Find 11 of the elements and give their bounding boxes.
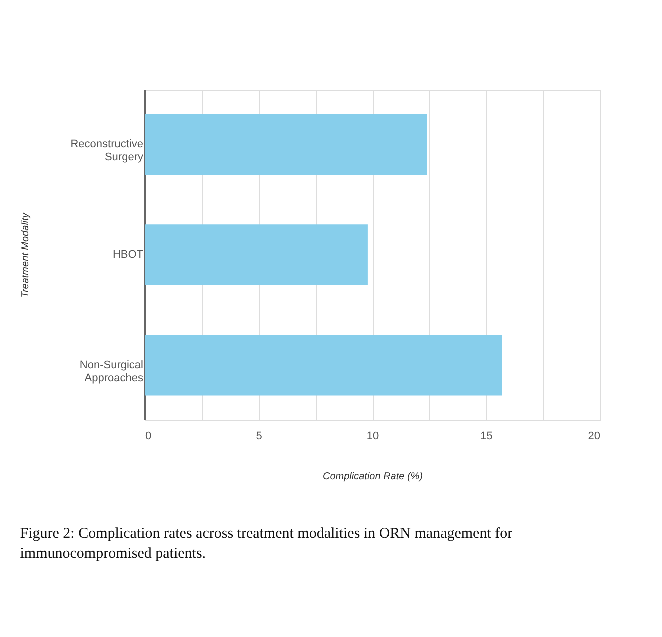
x-tick-label: 15 [480, 430, 493, 442]
x-axis-title: Complication Rate (%) [322, 472, 424, 482]
y-tick-label: Non-Surgical Approaches [80, 359, 144, 384]
x-tick-label: 10 [366, 430, 380, 442]
x-tick-label: 0 [146, 430, 152, 442]
x-tick-label: 20 [588, 430, 600, 442]
caption: Figure 2: Complication rates across treatment modalities in ORN management for immunocompromised patients. [20, 526, 513, 562]
y-axis-title: Treatment Modality [20, 212, 32, 298]
y-tick-label: Reconstructive Surgery [70, 138, 144, 164]
x-tick-label: 5 [256, 430, 262, 442]
y-tick-label: HBOT [112, 249, 144, 261]
